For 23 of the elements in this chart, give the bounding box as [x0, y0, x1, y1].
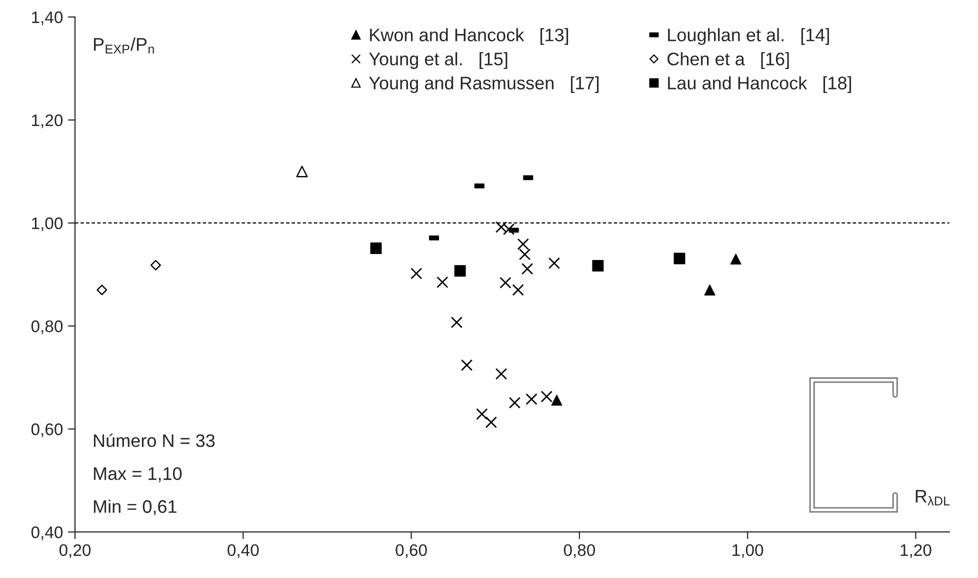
- legend-label: Kwon and Hancock [13]: [370, 28, 568, 45]
- y-tick-label: 1,00: [32, 217, 63, 232]
- y-tick-label: 1,20: [32, 114, 63, 128]
- x-tick-label: 0,80: [564, 544, 596, 558]
- legend-label: Young et al. [15]: [369, 52, 508, 69]
- y-tick-label: 0,80: [31, 320, 63, 334]
- annotation: Max = 1,10: [94, 467, 182, 482]
- y-tick-label: 0,60: [31, 423, 63, 438]
- legend-label: Loughlan et al. [14]: [668, 28, 829, 45]
- x-tick-label: 1,00: [732, 544, 764, 558]
- annotation: Número N = 33: [94, 434, 215, 448]
- legend-label: Chen et a [16]: [668, 52, 789, 69]
- x-tick-label: 0,40: [228, 544, 259, 558]
- x-axis-title: R$_{λDL}$: [916, 490, 950, 506]
- x-tick-label: 0,20: [59, 544, 91, 558]
- legend-label: Lau and Hancock [18]: [668, 76, 852, 94]
- annotation: Min = 0,61: [94, 500, 176, 516]
- y-tick-label: 1,40: [32, 11, 63, 26]
- y-axis-title: P$_{EXP}$/P$_{n}$: [94, 37, 154, 54]
- legend-label: Young and Rasmussen [17]: [369, 76, 599, 94]
- y-tick-label: 0,40: [31, 526, 63, 540]
- x-tick-label: 0,60: [396, 544, 427, 558]
- x-tick-label: 1,20: [900, 544, 932, 558]
